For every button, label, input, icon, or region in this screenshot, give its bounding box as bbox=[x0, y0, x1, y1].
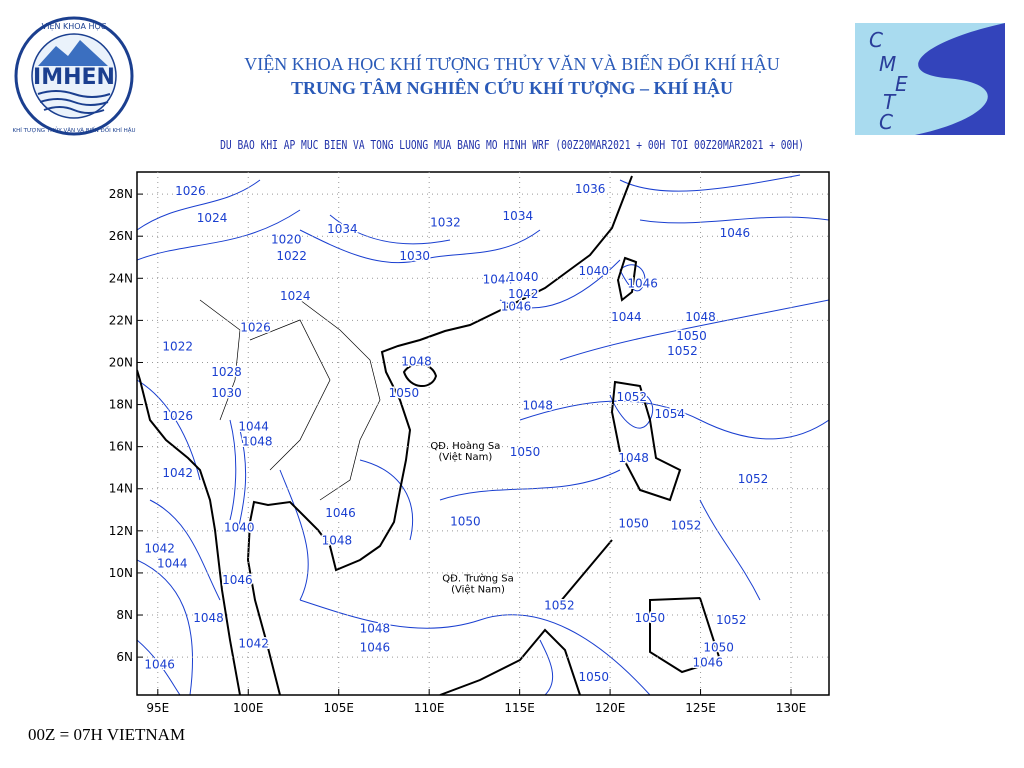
cmetc-logo: C M E T C bbox=[855, 23, 1005, 135]
y-tick-label: 28N bbox=[109, 187, 133, 201]
contour-label: 1042 bbox=[144, 542, 175, 556]
contour-label: 1048 bbox=[685, 310, 716, 324]
y-tick-label: 22N bbox=[109, 313, 133, 327]
contour-label: 1048 bbox=[322, 533, 353, 547]
contour-label: 1052 bbox=[544, 599, 575, 613]
contour-label: 1042 bbox=[508, 287, 539, 301]
contour-label: 1028 bbox=[211, 365, 242, 379]
y-tick-label: 18N bbox=[109, 398, 133, 412]
imhen-logo: IMHEN VIỆN KHOA HỌC KHÍ TƯỢNG THỦY VĂN V… bbox=[12, 16, 136, 136]
contour-label: 1030 bbox=[399, 249, 430, 263]
logo-text: IMHEN bbox=[33, 65, 115, 90]
contour-label: 1048 bbox=[193, 611, 224, 625]
contour-label: 1044 bbox=[157, 556, 188, 570]
contour-label: 1048 bbox=[401, 354, 432, 368]
x-tick-label: 105E bbox=[323, 701, 354, 715]
contour-label: 1034 bbox=[327, 222, 358, 236]
x-tick-label: 110E bbox=[414, 701, 445, 715]
contour-label: 1052 bbox=[738, 472, 769, 486]
contour-label: 1040 bbox=[224, 521, 255, 535]
contour-label: 1052 bbox=[716, 613, 747, 627]
y-tick-label: 8N bbox=[116, 608, 133, 622]
contour-label: 1050 bbox=[510, 445, 541, 459]
x-tick-label: 125E bbox=[685, 701, 716, 715]
contour-label: 1044 bbox=[611, 310, 642, 324]
contour-label: 1048 bbox=[242, 434, 273, 448]
logo-letter: T bbox=[883, 90, 897, 114]
contour-label: 1044 bbox=[238, 420, 269, 434]
logo-top: VIỆN KHOA HỌC bbox=[42, 20, 107, 32]
contour-label: 1054 bbox=[655, 407, 686, 421]
y-tick-label: 16N bbox=[109, 440, 133, 454]
map-title: DU BAO KHI AP MUC BIEN VA TONG LUONG MUA… bbox=[220, 138, 804, 152]
contour-label: 1050 bbox=[450, 514, 481, 528]
contour-label: 1022 bbox=[276, 249, 307, 263]
logo-letter: E bbox=[895, 72, 908, 96]
footer: 00Z = 07H VIETNAM bbox=[28, 725, 186, 744]
place-name: QĐ. Trường Sa bbox=[442, 572, 514, 584]
contour-label: 1022 bbox=[162, 340, 193, 354]
contour-label: 1050 bbox=[389, 386, 420, 400]
contour-label: 1046 bbox=[693, 655, 724, 669]
logo-letter: M bbox=[879, 52, 896, 76]
contour-label: 1020 bbox=[271, 232, 302, 246]
contour-label: 1048 bbox=[360, 622, 391, 636]
contour-label: 1030 bbox=[211, 386, 242, 400]
contour-label: 1026 bbox=[162, 409, 193, 423]
y-tick-label: 26N bbox=[109, 229, 133, 243]
y-tick-label: 6N bbox=[116, 650, 133, 664]
contour-label: 1026 bbox=[240, 321, 271, 335]
contour-label: 1052 bbox=[617, 390, 648, 404]
contour-label: 1032 bbox=[430, 215, 461, 229]
y-tick-label: 10N bbox=[109, 566, 133, 580]
x-tick-label: 130E bbox=[776, 701, 807, 715]
contour-label: 1046 bbox=[360, 641, 391, 655]
x-tick-label: 95E bbox=[146, 701, 169, 715]
contour-label: 1036 bbox=[575, 182, 606, 196]
contour-label: 1052 bbox=[671, 519, 702, 533]
contour-label: 1050 bbox=[676, 329, 707, 343]
contour-label: 1052 bbox=[667, 344, 698, 358]
contour-label: 1024 bbox=[197, 211, 228, 225]
header-line: TRUNG TÂM NGHIÊN CỨU KHÍ TƯỢNG – KHÍ HẬU bbox=[290, 78, 734, 98]
header-line: VIỆN KHOA HỌC KHÍ TƯỢNG THỦY VĂN VÀ BIẾN… bbox=[244, 54, 780, 74]
contour-label: 1042 bbox=[238, 636, 269, 650]
y-tick-label: 14N bbox=[109, 482, 133, 496]
place-name: QĐ. Hoàng Sa bbox=[430, 440, 500, 452]
x-tick-label: 115E bbox=[504, 701, 535, 715]
contour-label: 1046 bbox=[325, 506, 356, 520]
place-note: (Việt Nam) bbox=[451, 583, 505, 595]
place-note: (Việt Nam) bbox=[438, 451, 492, 463]
contour-label: 1050 bbox=[579, 670, 610, 684]
contour-label: 1042 bbox=[162, 466, 193, 480]
contour-label: 1046 bbox=[144, 657, 175, 671]
contour-label: 1044 bbox=[483, 272, 514, 286]
y-tick-label: 20N bbox=[109, 355, 133, 369]
contour-label: 1040 bbox=[508, 270, 539, 284]
logo-ring: KHÍ TƯỢNG THỦY VĂN VÀ BIẾN ĐỔI KHÍ HẬU bbox=[12, 126, 135, 134]
contour-label: 1046 bbox=[222, 573, 253, 587]
y-tick-label: 12N bbox=[109, 524, 133, 538]
contour-label: 1048 bbox=[522, 399, 553, 413]
x-tick-label: 120E bbox=[595, 701, 626, 715]
y-tick-label: 24N bbox=[109, 271, 133, 285]
contour-label: 1034 bbox=[503, 209, 534, 223]
contour-label: 1050 bbox=[703, 641, 734, 655]
contour-label: 1026 bbox=[175, 184, 206, 198]
contour-label: 1024 bbox=[280, 289, 311, 303]
x-tick-label: 100E bbox=[233, 701, 264, 715]
logo-letter: C bbox=[869, 28, 883, 52]
contour-label: 1050 bbox=[618, 516, 649, 530]
contour-label: 1046 bbox=[627, 276, 658, 290]
contour-label: 1046 bbox=[720, 226, 751, 240]
contour-label: 1040 bbox=[579, 264, 610, 278]
logo-letter: C bbox=[879, 110, 893, 134]
contour-label: 1046 bbox=[501, 300, 532, 314]
contour-label: 1048 bbox=[618, 451, 649, 465]
contour-label: 1050 bbox=[635, 611, 666, 625]
